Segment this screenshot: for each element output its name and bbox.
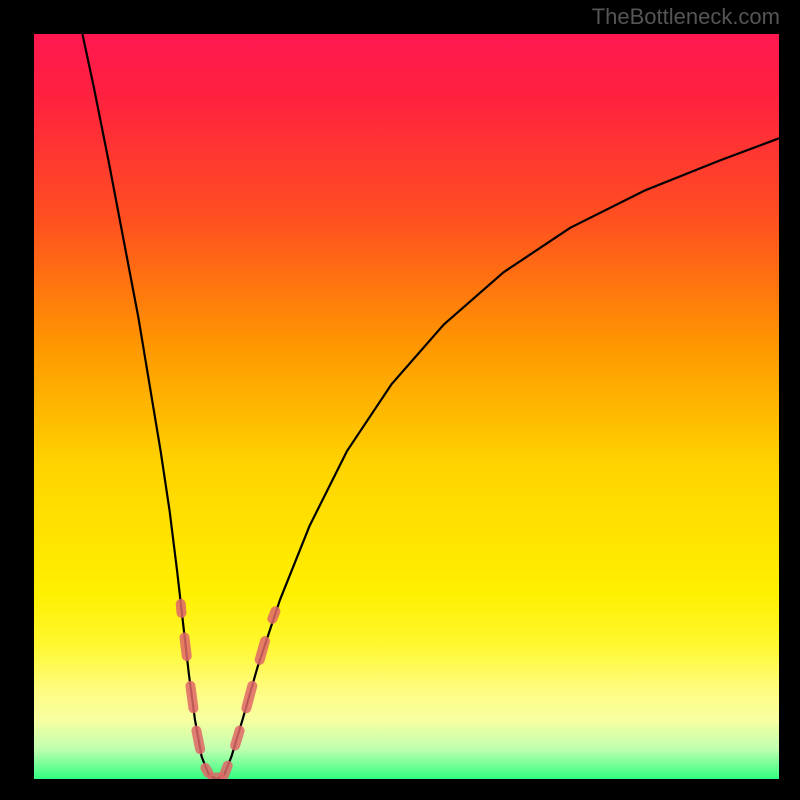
marker-segment: [190, 686, 193, 708]
marker-segment: [246, 686, 252, 708]
marker-segment: [181, 604, 182, 613]
watermark-text: TheBottleneck.com: [592, 4, 780, 30]
chart-svg: [34, 34, 779, 779]
marker-segment: [184, 637, 186, 656]
marker-segment: [205, 768, 208, 773]
marker-segment: [235, 731, 239, 746]
marker-group: [181, 604, 276, 778]
marker-segment: [196, 731, 200, 750]
marker-segment: [260, 641, 265, 660]
bottleneck-curve: [82, 34, 779, 779]
marker-segment: [272, 611, 275, 618]
bottleneck-chart: [34, 34, 779, 779]
marker-segment: [224, 766, 228, 776]
